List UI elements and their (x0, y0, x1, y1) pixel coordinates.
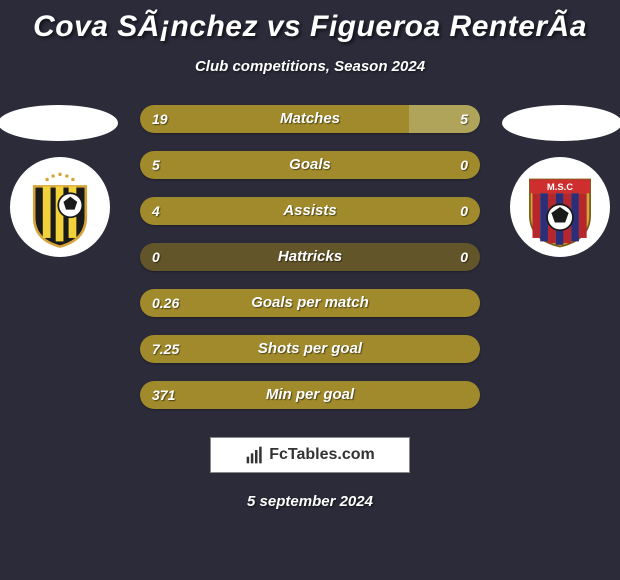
stat-row: 00Hattricks (140, 243, 480, 271)
stat-bars-container: 195Matches 50Goals 40Assists 00Hattricks 0.2… (140, 105, 480, 409)
footer-brand-text: FcTables.com (269, 446, 375, 464)
left-team-crest-icon (17, 164, 103, 250)
stat-label: Min per goal (140, 381, 480, 409)
stat-row: 50Goals (140, 151, 480, 179)
stat-label: Matches (140, 105, 480, 133)
stat-row: 371Min per goal (140, 381, 480, 409)
left-team-badge (10, 157, 110, 257)
chart-icon (245, 445, 265, 465)
right-team-crest-icon: M.S.C (517, 164, 603, 250)
stat-label: Assists (140, 197, 480, 225)
stat-row: 195Matches (140, 105, 480, 133)
stat-row: 0.26Goals per match (140, 289, 480, 317)
stat-row: 7.25Shots per goal (140, 335, 480, 363)
date-label: 5 september 2024 (0, 493, 620, 510)
right-player-ellipse (502, 105, 620, 141)
svg-text:M.S.C: M.S.C (547, 182, 573, 193)
right-team-badge: M.S.C (510, 157, 610, 257)
left-player-ellipse (0, 105, 118, 141)
stat-label: Hattricks (140, 243, 480, 271)
stat-label: Goals (140, 151, 480, 179)
footer-brand: FcTables.com (210, 437, 410, 473)
stat-row: 40Assists (140, 197, 480, 225)
stat-label: Shots per goal (140, 335, 480, 363)
subtitle: Club competitions, Season 2024 (0, 58, 620, 75)
comparison-content: M.S.C 195Matches 50Goals 40Assists 00Hattri… (0, 105, 620, 409)
stat-label: Goals per match (140, 289, 480, 317)
page-title: Cova SÃ¡nchez vs Figueroa RenterÃ­a (0, 0, 620, 44)
